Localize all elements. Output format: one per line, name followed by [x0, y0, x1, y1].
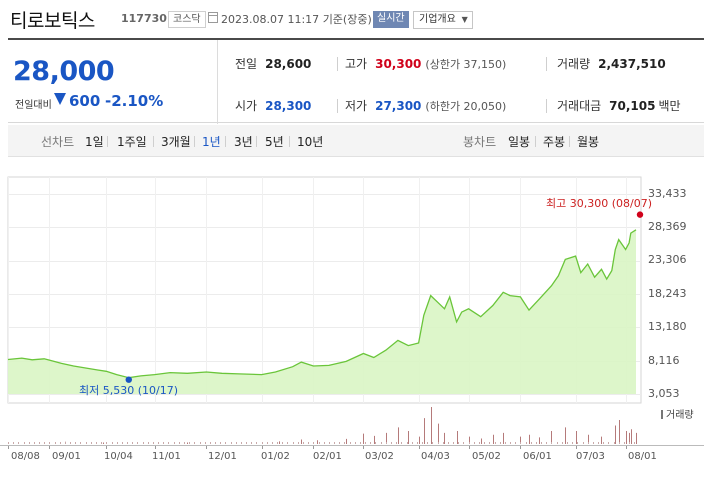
open-label: 시가	[235, 99, 258, 113]
x-tick-label: 05/02	[472, 451, 501, 462]
y-tick-label: 8,116	[648, 354, 680, 367]
y-tick-label: 28,369	[648, 220, 687, 233]
x-tick-label: 06/01	[523, 451, 552, 462]
price-area-fill	[8, 229, 636, 394]
divider	[569, 136, 570, 147]
x-tick-label: 03/02	[365, 451, 394, 462]
price-chart: 33,433 28,369 23,306 18,243 13,180 8,116…	[0, 157, 704, 479]
divider	[337, 57, 338, 71]
line-chart-label: 선차트	[41, 135, 75, 149]
datetime-text: 2023.08.07 11:17	[221, 13, 320, 26]
divider	[217, 40, 218, 124]
volume-legend: 거래량	[661, 406, 694, 421]
change-label: 전일대비	[15, 100, 52, 111]
y-tick-label: 13,180	[648, 320, 687, 333]
divider	[289, 136, 290, 147]
company-info-dropdown[interactable]: 기업개요 ▼	[413, 11, 473, 29]
upper-limit: (상한가 37,150)	[425, 58, 507, 71]
x-tick-label: 10/04	[104, 451, 133, 462]
y-tick-label: 3,053	[648, 387, 680, 400]
realtime-button[interactable]: 실시간	[373, 11, 409, 28]
candle-chart-label: 봉차트	[463, 135, 497, 149]
divider	[256, 136, 257, 147]
high-value: 30,300	[375, 57, 422, 71]
prev-close-value: 28,600	[265, 57, 312, 71]
volume: 거래량 2,437,510	[557, 55, 666, 72]
open-value: 28,300	[265, 99, 312, 113]
y-tick-label: 18,243	[648, 287, 687, 300]
x-tick-label: 04/03	[421, 451, 450, 462]
divider	[153, 136, 154, 147]
tab-daily[interactable]: 일봉	[508, 135, 531, 149]
low-price: 저가 27,300 (하한가 20,050)	[345, 97, 506, 114]
divider	[225, 136, 226, 147]
volume-value: 2,437,510	[598, 57, 666, 71]
lower-limit: (하한가 20,050)	[425, 100, 507, 113]
x-tick-label: 02/01	[313, 451, 342, 462]
divider	[546, 57, 547, 71]
min-price-annotation: 최저 5,530 (10/17)	[79, 384, 179, 397]
x-tick-label: 07/03	[576, 451, 605, 462]
tab-1y[interactable]: 1년	[202, 135, 221, 149]
stock-name: 티로보틱스	[10, 10, 95, 32]
price-chart-svg	[0, 176, 704, 449]
prev-close: 전일 28,600	[235, 55, 311, 72]
change-value: 600	[69, 92, 101, 110]
tab-3m[interactable]: 3개월	[161, 135, 191, 149]
divider	[535, 136, 536, 147]
low-value: 27,300	[375, 99, 422, 113]
tab-1d[interactable]: 1일	[85, 135, 104, 149]
x-tick-label: 08/08	[11, 451, 40, 462]
divider	[107, 136, 108, 147]
open-price: 시가 28,300	[235, 97, 311, 114]
tab-monthly[interactable]: 월봉	[577, 135, 600, 149]
change-percent: -2.10%	[105, 92, 164, 110]
divider	[546, 99, 547, 113]
y-tick-label: 33,433	[648, 187, 687, 200]
current-price: 28,000	[13, 56, 115, 87]
min-price-marker	[125, 376, 132, 383]
quote-datetime: 2023.08.07 11:17 기준(장중)	[221, 11, 372, 27]
x-tick-label: 12/01	[208, 451, 237, 462]
x-tick-label: 08/01	[628, 451, 657, 462]
price-series-line	[7, 229, 637, 379]
tab-1w[interactable]: 1주일	[117, 135, 147, 149]
x-tick-label: 01/02	[261, 451, 290, 462]
x-tick-label: 09/01	[52, 451, 81, 462]
low-label: 저가	[345, 99, 368, 113]
max-price-annotation: 최고 30,300 (08/07)	[546, 197, 653, 210]
high-price: 고가 30,300 (상한가 37,150)	[345, 55, 506, 72]
stock-header: 티로보틱스 117730 코스닥 2023.08.07 11:17 기준(장중)…	[0, 0, 704, 38]
company-info-label: 기업개요	[419, 14, 456, 25]
stock-code: 117730	[121, 12, 167, 25]
high-label: 고가	[345, 57, 368, 71]
market-badge: 코스닥	[168, 11, 206, 28]
basis-text: 기준(장중)	[322, 13, 372, 26]
max-price-marker	[636, 211, 644, 218]
y-tick-label: 23,306	[648, 253, 687, 266]
quote-summary: 28,000 전일대비 600 -2.10% 전일 28,600 고가 30,300…	[8, 38, 704, 124]
divider	[194, 136, 195, 147]
down-triangle-icon	[54, 93, 66, 105]
chart-tab-bar: 선차트 1일 1주일 3개월 1년 3년 5년 10년 봉차트 일봉 주봉 월봉	[8, 125, 704, 157]
trade-value: 거래대금 70,105 백만	[557, 97, 681, 114]
tab-weekly[interactable]: 주봉	[543, 135, 566, 149]
volume-label: 거래량	[557, 57, 591, 71]
divider	[337, 99, 338, 113]
calendar-icon	[208, 12, 218, 23]
trade-value-label: 거래대금	[557, 99, 602, 113]
trade-value-unit: 백만	[658, 99, 681, 113]
tab-10y[interactable]: 10년	[297, 135, 324, 149]
tab-5y[interactable]: 5년	[265, 135, 284, 149]
prev-close-label: 전일	[235, 57, 258, 71]
x-tick-label: 11/01	[152, 451, 181, 462]
tab-3y[interactable]: 3년	[234, 135, 253, 149]
trade-value-amount: 70,105	[609, 99, 656, 113]
chevron-down-icon: ▼	[461, 15, 468, 24]
